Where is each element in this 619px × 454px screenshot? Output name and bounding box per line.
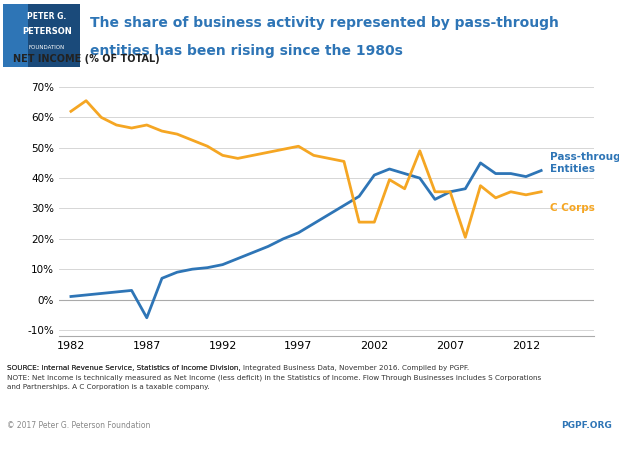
Text: PETER G.: PETER G. (27, 12, 67, 21)
Text: NET INCOME (% OF TOTAL): NET INCOME (% OF TOTAL) (13, 54, 160, 64)
FancyBboxPatch shape (3, 4, 80, 67)
Text: NOTE: Net Income is technically measured as Net Income (less deficit) in the Sta: NOTE: Net Income is technically measured… (7, 375, 542, 381)
Text: © 2017 Peter G. Peterson Foundation: © 2017 Peter G. Peterson Foundation (7, 421, 151, 430)
Text: Pass-through
Entities: Pass-through Entities (550, 152, 619, 174)
Text: PGPF.ORG: PGPF.ORG (561, 421, 612, 430)
Text: and Partnerships. A C Corporation is a taxable company.: and Partnerships. A C Corporation is a t… (7, 384, 210, 390)
Text: SOURCE: Internal Revenue Service, Statistics of Income Division, ​Integrated Bus: SOURCE: Internal Revenue Service, Statis… (7, 365, 470, 371)
Text: SOURCE: Internal Revenue Service, Statistics of Income Division,: SOURCE: Internal Revenue Service, Statis… (7, 365, 243, 371)
Text: PETERSON: PETERSON (22, 27, 72, 36)
Text: C Corps: C Corps (550, 203, 595, 213)
FancyBboxPatch shape (3, 4, 28, 67)
Text: entities has been rising since the 1980s: entities has been rising since the 1980s (90, 44, 402, 58)
Text: The share of business activity represented by pass-through: The share of business activity represent… (90, 15, 558, 30)
Text: FOUNDATION: FOUNDATION (29, 44, 65, 49)
